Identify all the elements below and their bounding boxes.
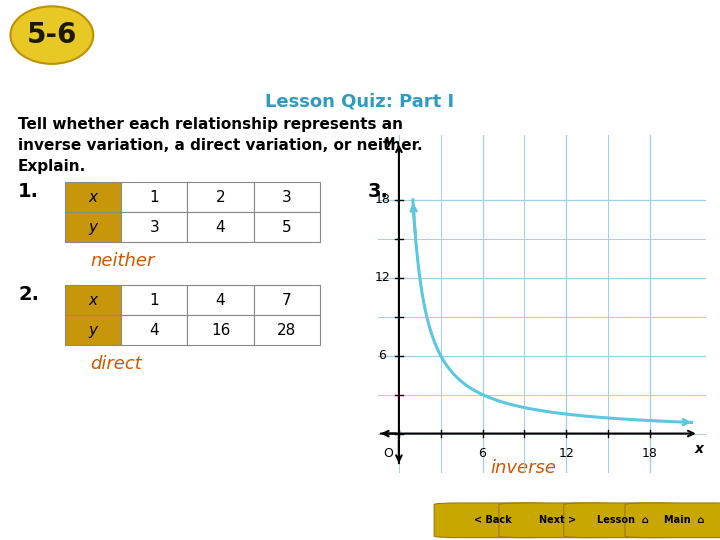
Text: 1.: 1. bbox=[18, 183, 39, 201]
Bar bbox=[65, 212, 121, 242]
Text: y: y bbox=[384, 134, 394, 149]
Text: 6: 6 bbox=[378, 349, 386, 362]
Bar bbox=[65, 285, 121, 315]
Text: 6: 6 bbox=[479, 447, 487, 460]
Text: x: x bbox=[89, 190, 97, 205]
Text: 12: 12 bbox=[374, 271, 390, 284]
Bar bbox=[253, 212, 320, 242]
Text: 3: 3 bbox=[282, 190, 292, 205]
Text: inverse variation, a direct variation, or neither.: inverse variation, a direct variation, o… bbox=[18, 138, 423, 153]
Text: 7: 7 bbox=[282, 293, 292, 308]
Text: 4: 4 bbox=[216, 220, 225, 235]
Bar bbox=[121, 315, 187, 346]
Text: Next >: Next > bbox=[539, 515, 577, 525]
Text: 18: 18 bbox=[642, 447, 658, 460]
Text: 2.: 2. bbox=[18, 285, 39, 305]
Text: y: y bbox=[89, 323, 97, 338]
Text: 2: 2 bbox=[216, 190, 225, 205]
Text: 5: 5 bbox=[282, 220, 292, 235]
Text: 28: 28 bbox=[277, 323, 297, 338]
FancyBboxPatch shape bbox=[434, 503, 551, 538]
Text: < Back: < Back bbox=[474, 515, 512, 525]
Text: Lesson Quiz: Part I: Lesson Quiz: Part I bbox=[266, 92, 454, 110]
Text: Lesson  ⌂: Lesson ⌂ bbox=[597, 515, 649, 525]
Text: 12: 12 bbox=[558, 447, 574, 460]
Text: 3: 3 bbox=[149, 220, 159, 235]
Bar bbox=[253, 183, 320, 212]
Text: 1: 1 bbox=[150, 293, 159, 308]
Text: 1: 1 bbox=[150, 190, 159, 205]
Text: O: O bbox=[383, 447, 392, 460]
Text: inverse: inverse bbox=[490, 458, 556, 476]
Bar bbox=[65, 315, 121, 346]
Text: x: x bbox=[89, 293, 97, 308]
Text: 18: 18 bbox=[374, 193, 390, 206]
Bar bbox=[65, 183, 121, 212]
Text: Tell whether each relationship represents an: Tell whether each relationship represent… bbox=[18, 117, 403, 132]
Text: neither: neither bbox=[90, 252, 154, 271]
Text: x: x bbox=[694, 442, 703, 456]
Bar bbox=[187, 183, 253, 212]
Bar bbox=[121, 183, 187, 212]
Text: 4: 4 bbox=[150, 323, 159, 338]
Text: Inverse Variation: Inverse Variation bbox=[112, 21, 406, 50]
Text: y: y bbox=[89, 220, 97, 235]
Bar bbox=[121, 285, 187, 315]
Text: © HOLT McDOUGAL, All Rights Reserved: © HOLT McDOUGAL, All Rights Reserved bbox=[13, 515, 212, 525]
Text: 3.: 3. bbox=[368, 183, 389, 201]
Text: Main  ⌂: Main ⌂ bbox=[664, 515, 704, 525]
FancyBboxPatch shape bbox=[499, 503, 616, 538]
Text: Explain.: Explain. bbox=[18, 159, 86, 174]
Bar bbox=[187, 212, 253, 242]
Text: direct: direct bbox=[90, 355, 142, 374]
Ellipse shape bbox=[10, 6, 94, 64]
FancyBboxPatch shape bbox=[625, 503, 720, 538]
Bar bbox=[253, 285, 320, 315]
FancyBboxPatch shape bbox=[564, 503, 680, 538]
Bar bbox=[121, 212, 187, 242]
Bar bbox=[187, 285, 253, 315]
Bar bbox=[253, 315, 320, 346]
Text: 16: 16 bbox=[211, 323, 230, 338]
Text: 4: 4 bbox=[216, 293, 225, 308]
Bar bbox=[187, 315, 253, 346]
Text: 5-6: 5-6 bbox=[27, 21, 77, 49]
